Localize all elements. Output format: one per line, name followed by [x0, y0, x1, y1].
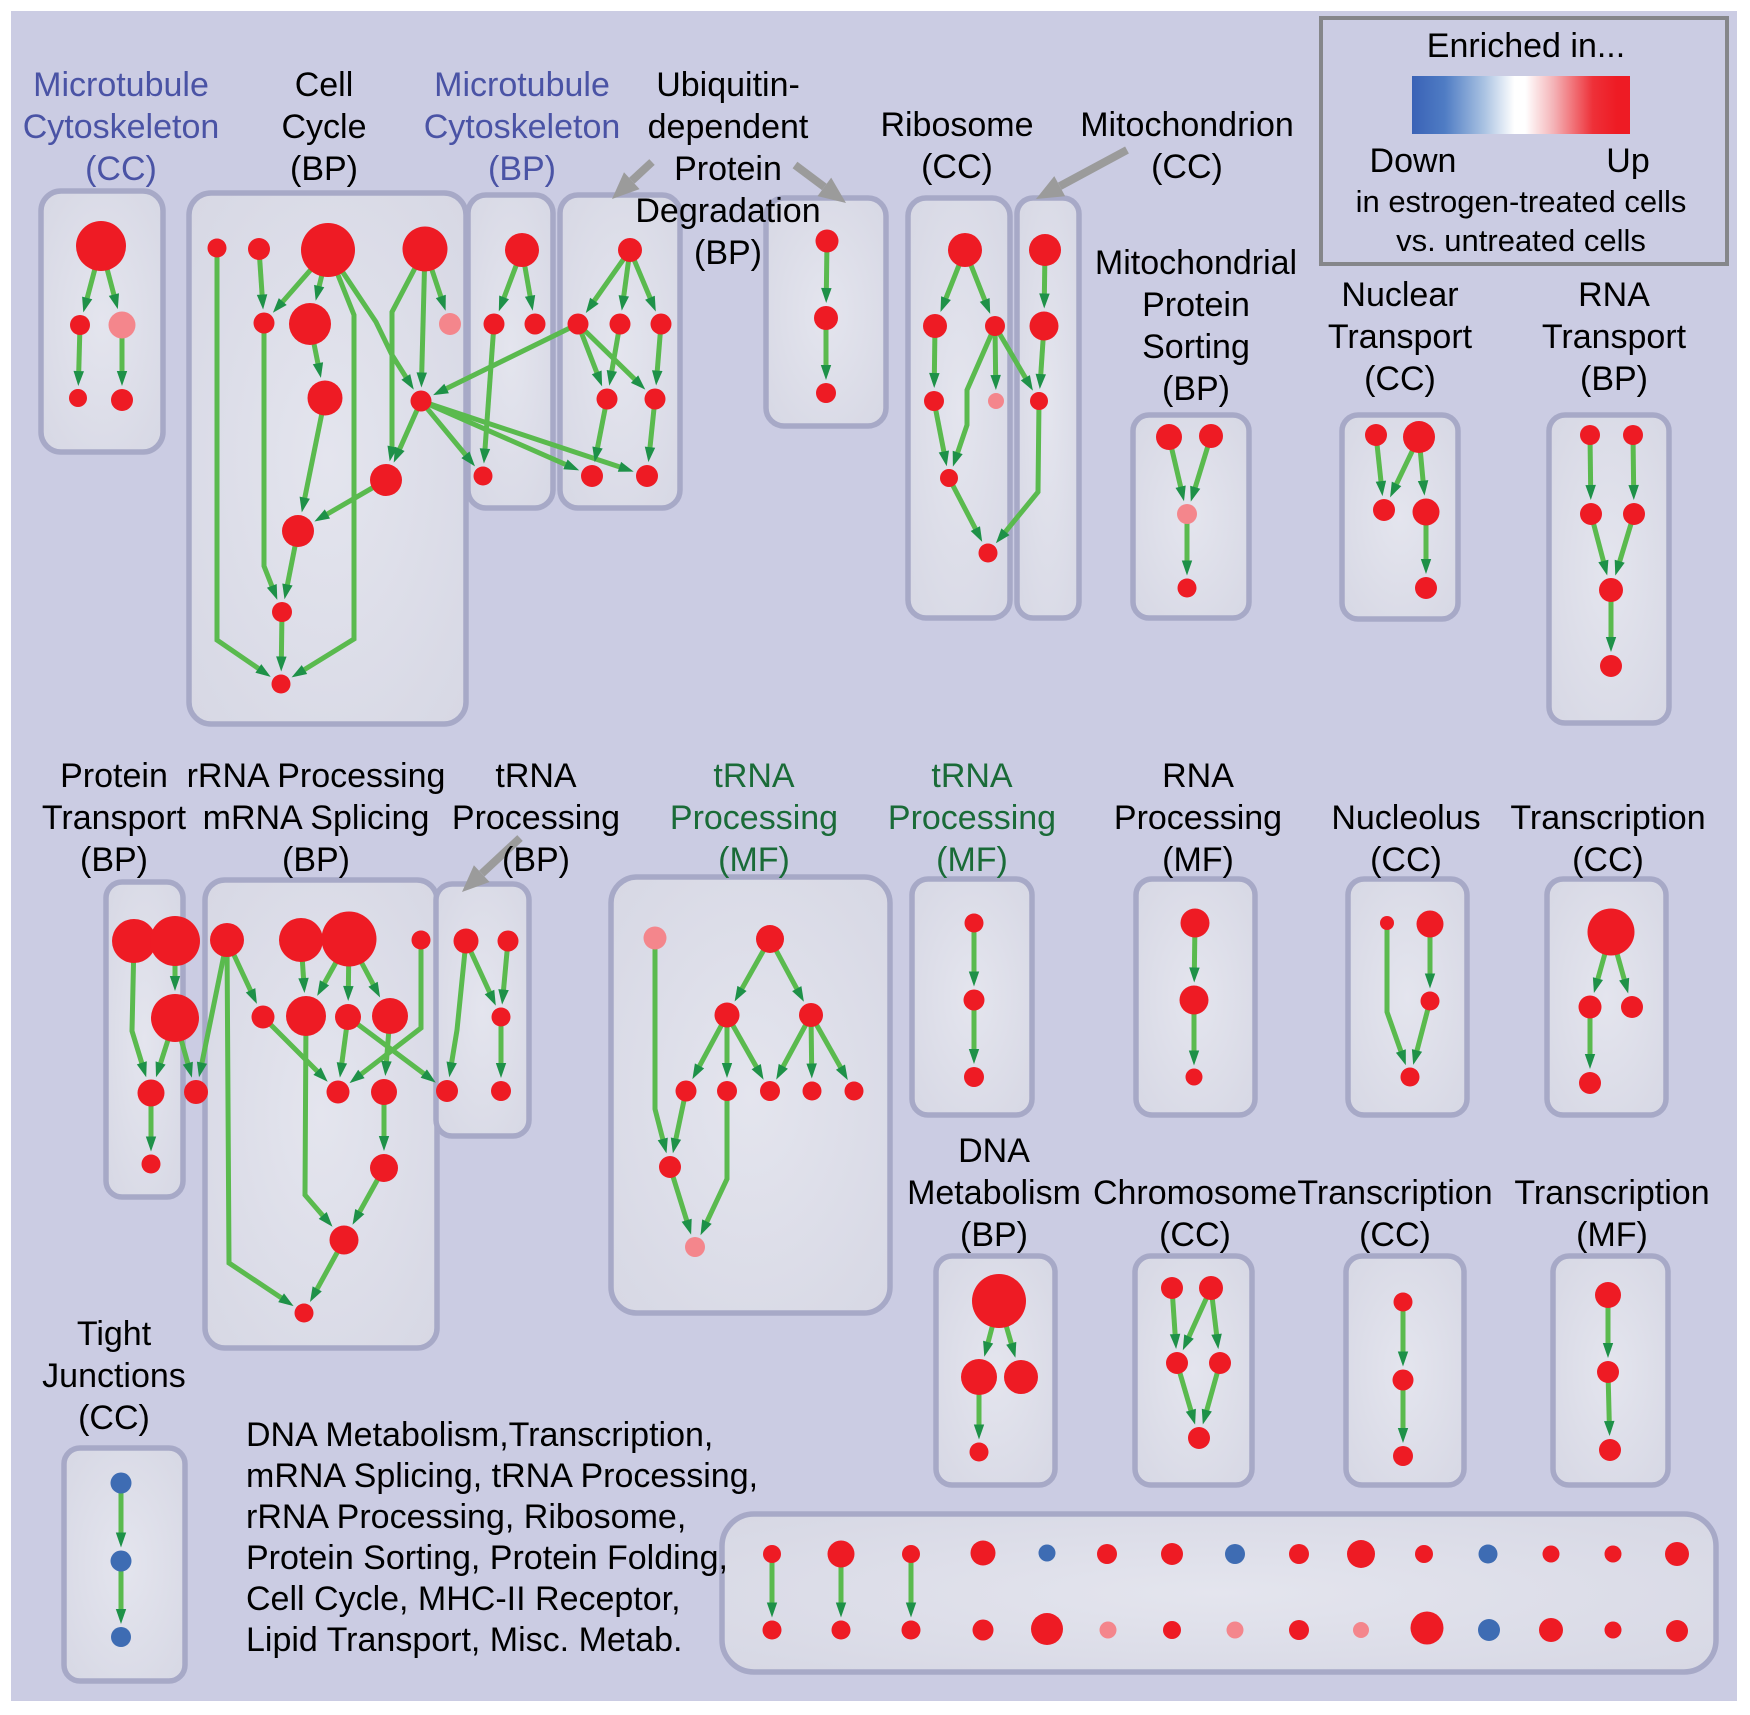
svg-text:Degradation: Degradation	[635, 192, 820, 230]
svg-text:(BP): (BP)	[290, 150, 358, 188]
svg-text:(BP): (BP)	[1162, 370, 1230, 408]
svg-text:DNA: DNA	[958, 1132, 1030, 1170]
svg-text:Transport: Transport	[1542, 318, 1687, 356]
svg-text:(MF): (MF)	[718, 841, 790, 879]
svg-text:(BP): (BP)	[502, 841, 570, 879]
svg-text:Mitochondrion: Mitochondrion	[1080, 106, 1294, 144]
svg-text:Microtubule: Microtubule	[434, 66, 610, 104]
svg-text:Transport: Transport	[1328, 318, 1473, 356]
svg-text:(CC): (CC)	[85, 150, 157, 188]
svg-text:Processing: Processing	[670, 799, 838, 837]
svg-text:Metabolism: Metabolism	[907, 1174, 1081, 1212]
svg-text:Processing: Processing	[452, 799, 620, 837]
svg-text:(CC): (CC)	[78, 1399, 150, 1437]
svg-text:rRNA Processing: rRNA Processing	[187, 757, 446, 795]
svg-text:Cytoskeleton: Cytoskeleton	[23, 108, 220, 146]
svg-text:Cell Cycle, MHC-II Receptor,: Cell Cycle, MHC-II Receptor,	[246, 1580, 681, 1618]
svg-text:(CC): (CC)	[1572, 841, 1644, 879]
svg-text:Chromosome: Chromosome	[1093, 1174, 1297, 1212]
svg-text:Junctions: Junctions	[42, 1357, 186, 1395]
svg-text:Enriched in...: Enriched in...	[1427, 27, 1625, 65]
svg-text:RNA: RNA	[1162, 757, 1234, 795]
svg-text:Processing: Processing	[888, 799, 1056, 837]
svg-text:Nucleolus: Nucleolus	[1331, 799, 1480, 837]
svg-text:Cycle: Cycle	[281, 108, 366, 146]
svg-text:(MF): (MF)	[1162, 841, 1234, 879]
svg-text:(CC): (CC)	[1364, 360, 1436, 398]
svg-text:(BP): (BP)	[80, 841, 148, 879]
svg-text:Transcription: Transcription	[1514, 1174, 1709, 1212]
svg-text:(CC): (CC)	[921, 148, 993, 186]
svg-text:(BP): (BP)	[282, 841, 350, 879]
svg-text:Transport: Transport	[42, 799, 187, 837]
svg-text:(MF): (MF)	[1576, 1216, 1648, 1254]
svg-text:Nuclear: Nuclear	[1341, 276, 1458, 314]
svg-text:(MF): (MF)	[936, 841, 1008, 879]
svg-text:in estrogen-treated cells: in estrogen-treated cells	[1356, 184, 1687, 219]
svg-text:tRNA: tRNA	[931, 757, 1013, 795]
svg-text:Cytoskeleton: Cytoskeleton	[424, 108, 621, 146]
svg-text:Protein: Protein	[60, 757, 168, 795]
svg-text:Tight: Tight	[77, 1315, 152, 1353]
svg-text:rRNA Processing, Ribosome,: rRNA Processing, Ribosome,	[246, 1498, 686, 1536]
svg-text:tRNA: tRNA	[495, 757, 577, 795]
svg-text:Protein: Protein	[1142, 286, 1250, 324]
svg-text:Mitochondrial: Mitochondrial	[1095, 244, 1297, 282]
svg-text:(CC): (CC)	[1359, 1216, 1431, 1254]
svg-text:Transcription: Transcription	[1510, 799, 1705, 837]
svg-text:mRNA Splicing, tRNA Processing: mRNA Splicing, tRNA Processing,	[246, 1457, 758, 1495]
svg-text:tRNA: tRNA	[713, 757, 795, 795]
svg-text:Cell: Cell	[295, 66, 354, 104]
svg-text:Ribosome: Ribosome	[880, 106, 1033, 144]
svg-text:Lipid Transport, Misc. Metab.: Lipid Transport, Misc. Metab.	[246, 1621, 683, 1659]
svg-text:Protein: Protein	[674, 150, 782, 188]
svg-text:(CC): (CC)	[1370, 841, 1442, 879]
svg-text:(BP): (BP)	[1580, 360, 1648, 398]
svg-text:(CC): (CC)	[1151, 148, 1223, 186]
svg-text:mRNA Splicing: mRNA Splicing	[203, 799, 430, 837]
svg-text:(BP): (BP)	[488, 150, 556, 188]
svg-text:Sorting: Sorting	[1142, 328, 1250, 366]
svg-text:DNA Metabolism,Transcription,: DNA Metabolism,Transcription,	[246, 1416, 713, 1454]
svg-text:Ubiquitin-: Ubiquitin-	[656, 66, 800, 104]
svg-text:vs. untreated cells: vs. untreated cells	[1396, 223, 1646, 258]
svg-text:(BP): (BP)	[960, 1216, 1028, 1254]
svg-text:dependent: dependent	[648, 108, 809, 146]
svg-text:Microtubule: Microtubule	[33, 66, 209, 104]
svg-text:Up: Up	[1606, 142, 1649, 180]
svg-text:RNA: RNA	[1578, 276, 1650, 314]
svg-text:(CC): (CC)	[1159, 1216, 1231, 1254]
svg-text:Processing: Processing	[1114, 799, 1282, 837]
svg-text:Protein Sorting, Protein Foldi: Protein Sorting, Protein Folding,	[246, 1539, 728, 1577]
svg-text:(BP): (BP)	[694, 234, 762, 272]
svg-text:Down: Down	[1370, 142, 1457, 180]
svg-text:Transcription: Transcription	[1297, 1174, 1492, 1212]
